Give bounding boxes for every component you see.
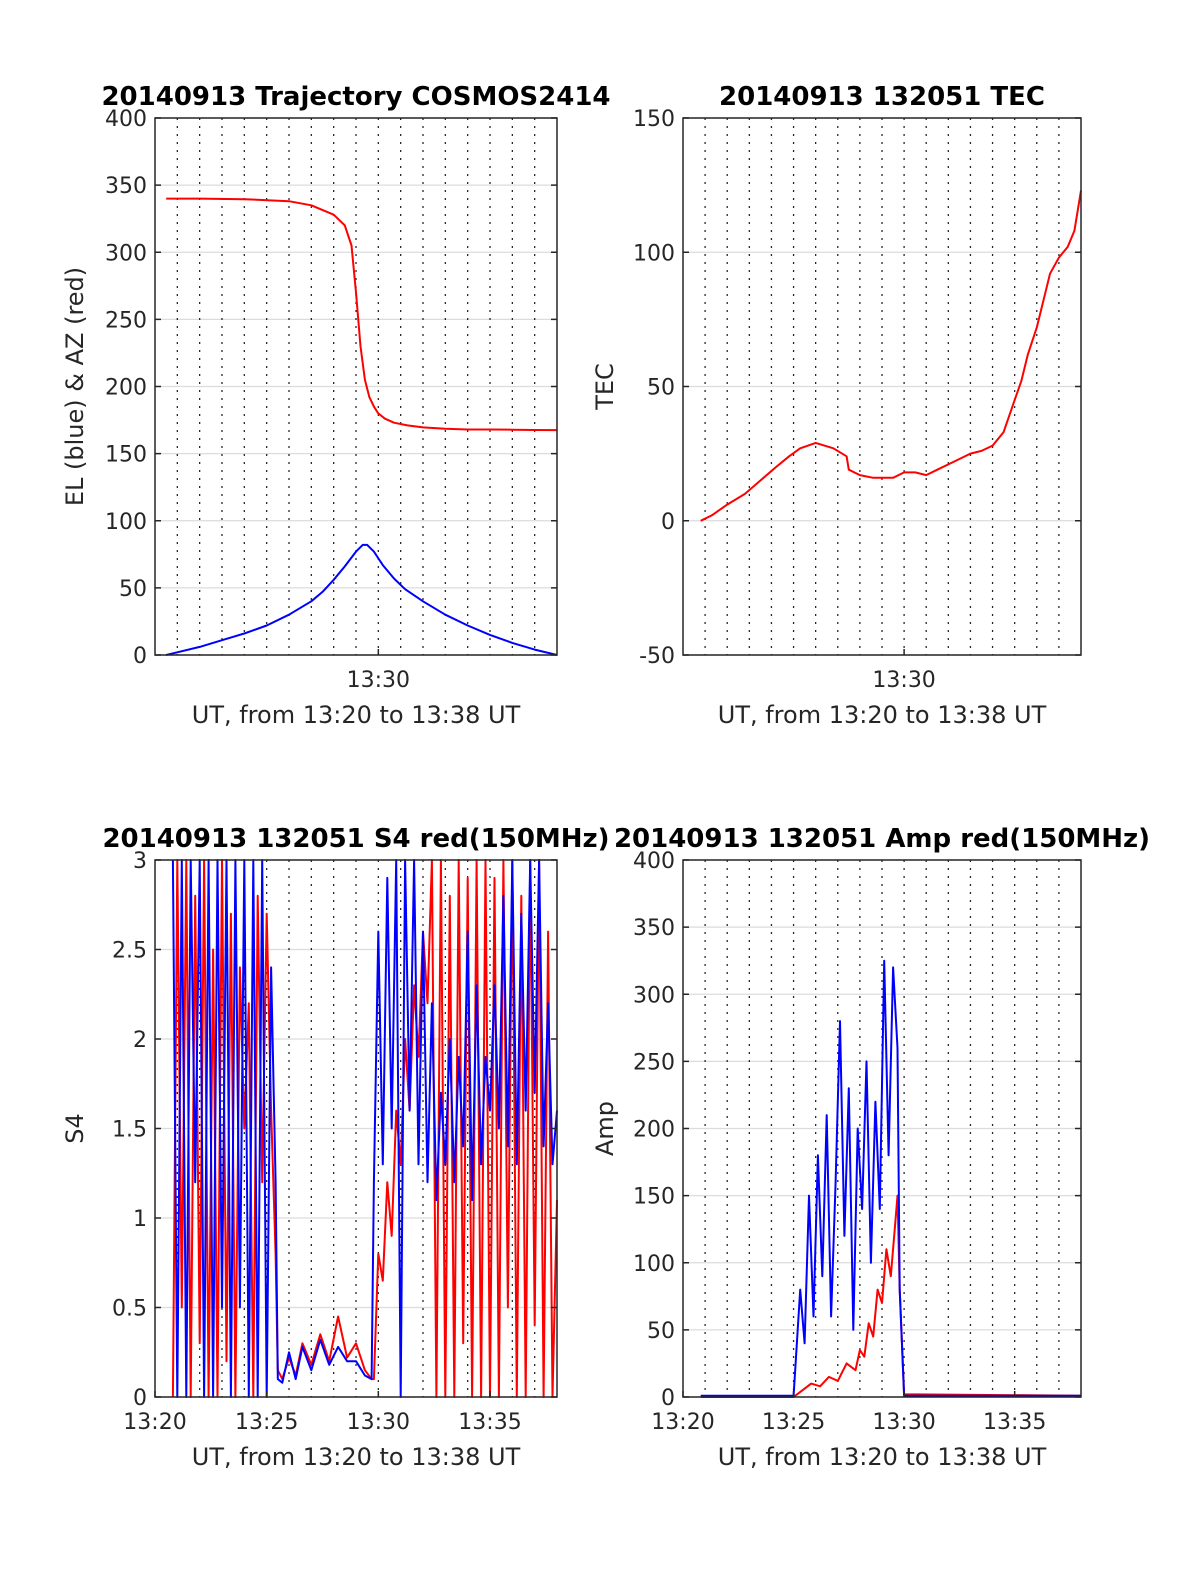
- chart-title: 20140913 Trajectory COSMOS2414: [101, 82, 610, 112]
- y-tick-label: 2: [133, 1028, 147, 1053]
- series-line-2: [165, 543, 558, 656]
- y-tick-label: 50: [119, 577, 147, 602]
- x-tick-label: 13:30: [347, 668, 410, 693]
- chart-title: 20140913 132051 Amp red(150MHz): [614, 824, 1150, 854]
- x-axis-label: UT, from 13:20 to 13:38 UT: [718, 701, 1047, 729]
- chart-title: 20140913 132051 S4 red(150MHz): [102, 824, 609, 854]
- series-line-1: [700, 190, 1082, 522]
- x-axis-label: UT, from 13:20 to 13:38 UT: [192, 701, 521, 729]
- y-tick-label: 0: [661, 1386, 675, 1411]
- y-tick-label: 250: [105, 308, 147, 333]
- y-tick-label: -50: [639, 644, 675, 669]
- y-tick-label: 0: [661, 510, 675, 535]
- chart-panel-3: 0 0.5 1 1.5 2 2.5 3 13:20 13:25 13:30 13:35 2014091…: [61, 824, 610, 1471]
- y-tick-label: 50: [647, 1319, 675, 1344]
- chart-panel-4: 0 50 100 150 200 250 300 350 400 13:20 13:25 13:30 1…: [591, 824, 1150, 1471]
- y-tick-label: 2.5: [112, 939, 147, 964]
- y-tick-label: 150: [105, 443, 147, 468]
- y-tick-label: 400: [105, 107, 147, 132]
- y-tick-label: 200: [633, 1118, 675, 1143]
- y-tick-label: 250: [633, 1050, 675, 1075]
- y-tick-label: 300: [105, 241, 147, 266]
- y-axis-label: S4: [61, 1113, 89, 1144]
- x-tick-label: 13:30: [872, 1410, 935, 1435]
- x-tick-label: 13:30: [347, 1410, 410, 1435]
- y-tick-label: 0.5: [112, 1297, 147, 1322]
- x-axis-label: UT, from 13:20 to 13:38 UT: [718, 1443, 1047, 1471]
- series-line-1: [166, 197, 558, 432]
- x-tick-label: 13:20: [651, 1410, 714, 1435]
- y-tick-label: 100: [633, 1252, 675, 1277]
- x-tick-label: 13:20: [123, 1410, 186, 1435]
- chart-title: 20140913 132051 TEC: [719, 82, 1045, 112]
- y-axis-label: TEC: [591, 363, 619, 411]
- y-tick-label: 150: [633, 107, 675, 132]
- y-tick-label: 350: [105, 174, 147, 199]
- y-tick-label: 350: [633, 916, 675, 941]
- y-tick-label: 100: [105, 510, 147, 535]
- x-tick-label: 13:35: [458, 1410, 521, 1435]
- y-tick-label: 150: [633, 1185, 675, 1210]
- series-line-1: [700, 1194, 1082, 1398]
- x-tick-label: 13:30: [872, 668, 935, 693]
- y-tick-label: 0: [133, 644, 147, 669]
- y-tick-label: 100: [633, 241, 675, 266]
- y-tick-label: 0: [133, 1386, 147, 1411]
- series-line-2: [700, 959, 1081, 1397]
- y-tick-label: 300: [633, 983, 675, 1008]
- y-tick-label: 50: [647, 376, 675, 401]
- x-tick-label: 13:25: [762, 1410, 825, 1435]
- x-tick-label: 13:35: [983, 1410, 1046, 1435]
- chart-panel-2: -50 0 50 100 150 13:30 20140913 132051 TEC UT, …: [591, 82, 1082, 729]
- y-tick-label: 1.5: [112, 1118, 147, 1143]
- y-axis-label: EL (blue) & AZ (red): [61, 267, 89, 506]
- y-tick-label: 200: [105, 376, 147, 401]
- y-tick-label: 400: [633, 849, 675, 874]
- y-tick-label: 1: [133, 1207, 147, 1232]
- x-axis-label: UT, from 13:20 to 13:38 UT: [192, 1443, 521, 1471]
- chart-panel-1: 0 50 100 150 200 250 300 350 400 13:30 20140913 Tr…: [61, 82, 611, 729]
- y-axis-label: Amp: [591, 1101, 619, 1156]
- x-tick-label: 13:25: [235, 1410, 298, 1435]
- y-tick-label: 3: [133, 849, 147, 874]
